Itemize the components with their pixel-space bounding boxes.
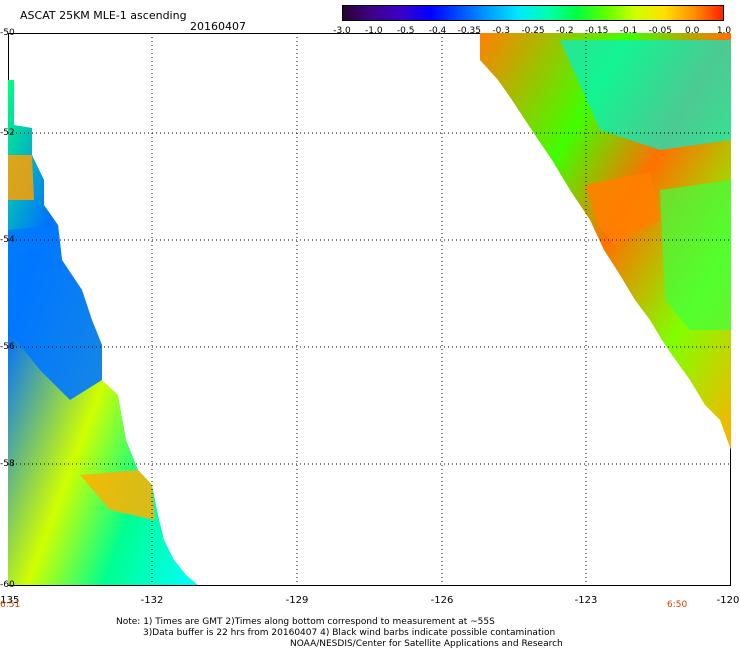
colorbar-label: -0.5: [396, 26, 415, 36]
colorbar-label: -0.2: [556, 26, 574, 36]
swath-left-blue-band: [8, 225, 102, 400]
swath-right-orange-band: [585, 172, 660, 245]
lat-label: -52: [0, 128, 15, 138]
lat-label: -60: [0, 580, 15, 590]
map-date: 20160407: [190, 20, 246, 33]
colorbar: [342, 5, 724, 21]
colorbar-label: -0.4: [428, 26, 447, 36]
swath-left-orange-band-2: [80, 470, 155, 520]
map-title: ASCAT 25KM MLE-1 ascending: [20, 9, 187, 22]
swath-left-orange-band: [8, 155, 34, 200]
lon-label: -129: [285, 595, 309, 606]
colorbar-label: -0.05: [648, 26, 672, 36]
lat-label: -54: [0, 235, 15, 245]
colorbar-label: -0.15: [585, 26, 609, 36]
note-line-2: 3)Data buffer is 22 hrs from 20160407 4)…: [143, 628, 556, 638]
lon-label: -120: [716, 595, 740, 606]
colorbar-label: -0.3: [492, 26, 510, 36]
colorbar-label: 0.0: [684, 26, 700, 36]
colorbar-label: 1.0: [716, 26, 732, 36]
note-line-3: NOAA/NESDIS/Center for Satellite Applica…: [290, 639, 563, 649]
time-left: 6:51: [0, 600, 21, 610]
swath-right-green-band: [660, 180, 731, 330]
colorbar-label: -0.1: [619, 26, 638, 36]
lon-label: -123: [574, 595, 598, 606]
lat-label: -58: [0, 459, 15, 469]
colorbar-label: -0.35: [457, 26, 481, 36]
lon-label: -126: [430, 595, 454, 606]
lat-label: -50: [0, 28, 15, 38]
colorbar-labels: -3.0 -1.0 -0.5 -0.4 -0.35 -0.3 -0.25 -0.2 -0.15-…: [330, 26, 740, 38]
lon-label: -132: [140, 595, 164, 606]
note-line-1: Note: 1) Times are GMT 2)Times along bot…: [116, 617, 495, 627]
swath-left: [8, 80, 198, 585]
colorbar-label: -0.25: [521, 26, 545, 36]
time-right: 6:50: [667, 600, 688, 610]
lon-label: -135: [0, 595, 20, 606]
swath-right-cyan-band: [560, 40, 731, 150]
colorbar-label: -1.0: [365, 26, 383, 36]
map-gridlines: [8, 33, 731, 586]
lat-label: -56: [0, 342, 15, 352]
colorbar-label: -3.0: [333, 26, 351, 36]
